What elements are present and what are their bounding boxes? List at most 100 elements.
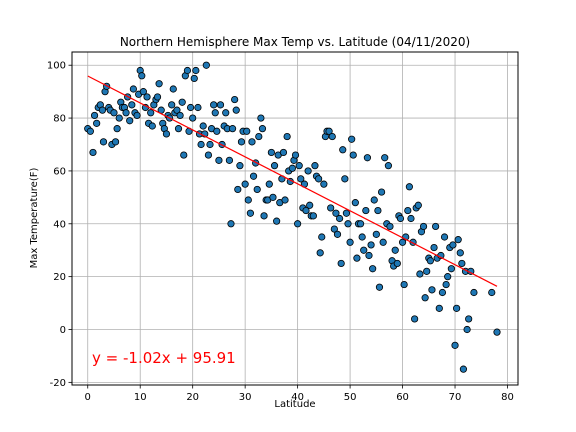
data-point xyxy=(381,154,389,162)
data-point xyxy=(419,222,428,231)
data-point xyxy=(211,109,219,117)
data-point xyxy=(341,175,349,183)
data-point xyxy=(356,220,365,228)
data-point xyxy=(416,270,424,278)
data-point xyxy=(176,111,184,120)
data-point xyxy=(372,230,380,238)
data-point xyxy=(430,243,438,252)
data-point xyxy=(225,156,234,164)
data-point xyxy=(294,220,302,228)
data-point xyxy=(228,125,237,133)
data-point xyxy=(258,125,267,133)
data-point xyxy=(393,259,401,268)
data-point xyxy=(129,85,137,93)
data-point xyxy=(237,138,246,146)
data-point xyxy=(173,106,181,114)
regression-line xyxy=(87,75,498,287)
data-point xyxy=(241,180,249,188)
data-point xyxy=(451,341,459,349)
data-point xyxy=(379,238,387,246)
data-point xyxy=(447,265,455,273)
data-point xyxy=(465,315,473,323)
data-point xyxy=(234,185,242,194)
y-tick-label: 20 xyxy=(53,272,66,283)
data-point xyxy=(291,151,300,159)
data-point xyxy=(493,328,501,336)
y-tick-label: 0 xyxy=(60,325,66,336)
data-point xyxy=(147,109,155,117)
data-point xyxy=(365,251,373,260)
data-point xyxy=(374,206,382,215)
data-point xyxy=(98,106,107,114)
data-point xyxy=(304,167,312,175)
data-point xyxy=(178,98,186,106)
data-point xyxy=(270,162,279,170)
data-point xyxy=(180,151,188,159)
data-point xyxy=(204,151,213,159)
plot-frame xyxy=(71,51,519,386)
data-point xyxy=(320,180,328,188)
data-point xyxy=(311,162,319,170)
data-point xyxy=(210,101,218,109)
y-tick-label: 60 xyxy=(53,166,66,177)
regression-equation: y = -1.02x + 95.91 xyxy=(92,349,236,367)
data-point xyxy=(273,217,281,225)
data-point xyxy=(306,201,314,209)
data-point xyxy=(90,111,99,120)
data-point xyxy=(297,175,305,183)
data-point xyxy=(360,246,368,254)
data-point xyxy=(139,88,147,96)
x-tick-label: 10 xyxy=(134,392,147,403)
data-point xyxy=(110,109,118,117)
data-point xyxy=(253,185,261,194)
data-point xyxy=(302,206,310,215)
data-point xyxy=(423,267,431,275)
y-axis-ticks: -20 0 20 40 60 80 100 xyxy=(47,61,72,389)
data-point xyxy=(454,236,462,244)
data-point xyxy=(138,72,146,80)
data-point xyxy=(99,138,108,146)
data-point xyxy=(155,80,163,88)
x-axis-label: Latitude xyxy=(274,399,315,410)
data-point xyxy=(216,101,225,109)
data-point xyxy=(404,206,412,215)
data-point xyxy=(458,259,466,268)
data-point xyxy=(438,288,447,297)
data-point xyxy=(168,101,176,109)
data-point xyxy=(370,196,378,204)
data-point xyxy=(267,148,275,157)
data-point xyxy=(93,119,101,127)
x-tick-label: 50 xyxy=(344,392,357,403)
data-point xyxy=(281,196,289,204)
data-point xyxy=(255,132,263,141)
data-point xyxy=(377,188,386,196)
data-point xyxy=(459,365,468,373)
data-point xyxy=(115,114,123,122)
data-point xyxy=(384,162,392,170)
x-tick-label: 0 xyxy=(85,392,91,403)
data-point xyxy=(288,164,296,172)
data-point xyxy=(344,220,352,228)
data-point xyxy=(348,135,356,143)
data-point xyxy=(325,127,333,135)
data-point xyxy=(444,273,452,281)
data-point xyxy=(405,183,413,191)
x-tick-label: 30 xyxy=(239,392,252,403)
data-point xyxy=(232,106,240,114)
data-point xyxy=(202,61,210,69)
x-tick-label: 20 xyxy=(186,392,199,403)
data-point xyxy=(257,114,265,122)
y-tick-label: 80 xyxy=(53,114,66,125)
data-point xyxy=(375,283,384,291)
data-point xyxy=(113,125,121,133)
data-point xyxy=(222,109,230,117)
data-point xyxy=(111,138,120,146)
data-point xyxy=(400,280,408,289)
y-tick-label: 100 xyxy=(47,61,66,72)
data-point xyxy=(398,238,407,246)
data-point xyxy=(442,280,450,289)
data-point xyxy=(206,140,214,149)
data-point xyxy=(353,254,361,262)
data-point xyxy=(414,201,422,209)
